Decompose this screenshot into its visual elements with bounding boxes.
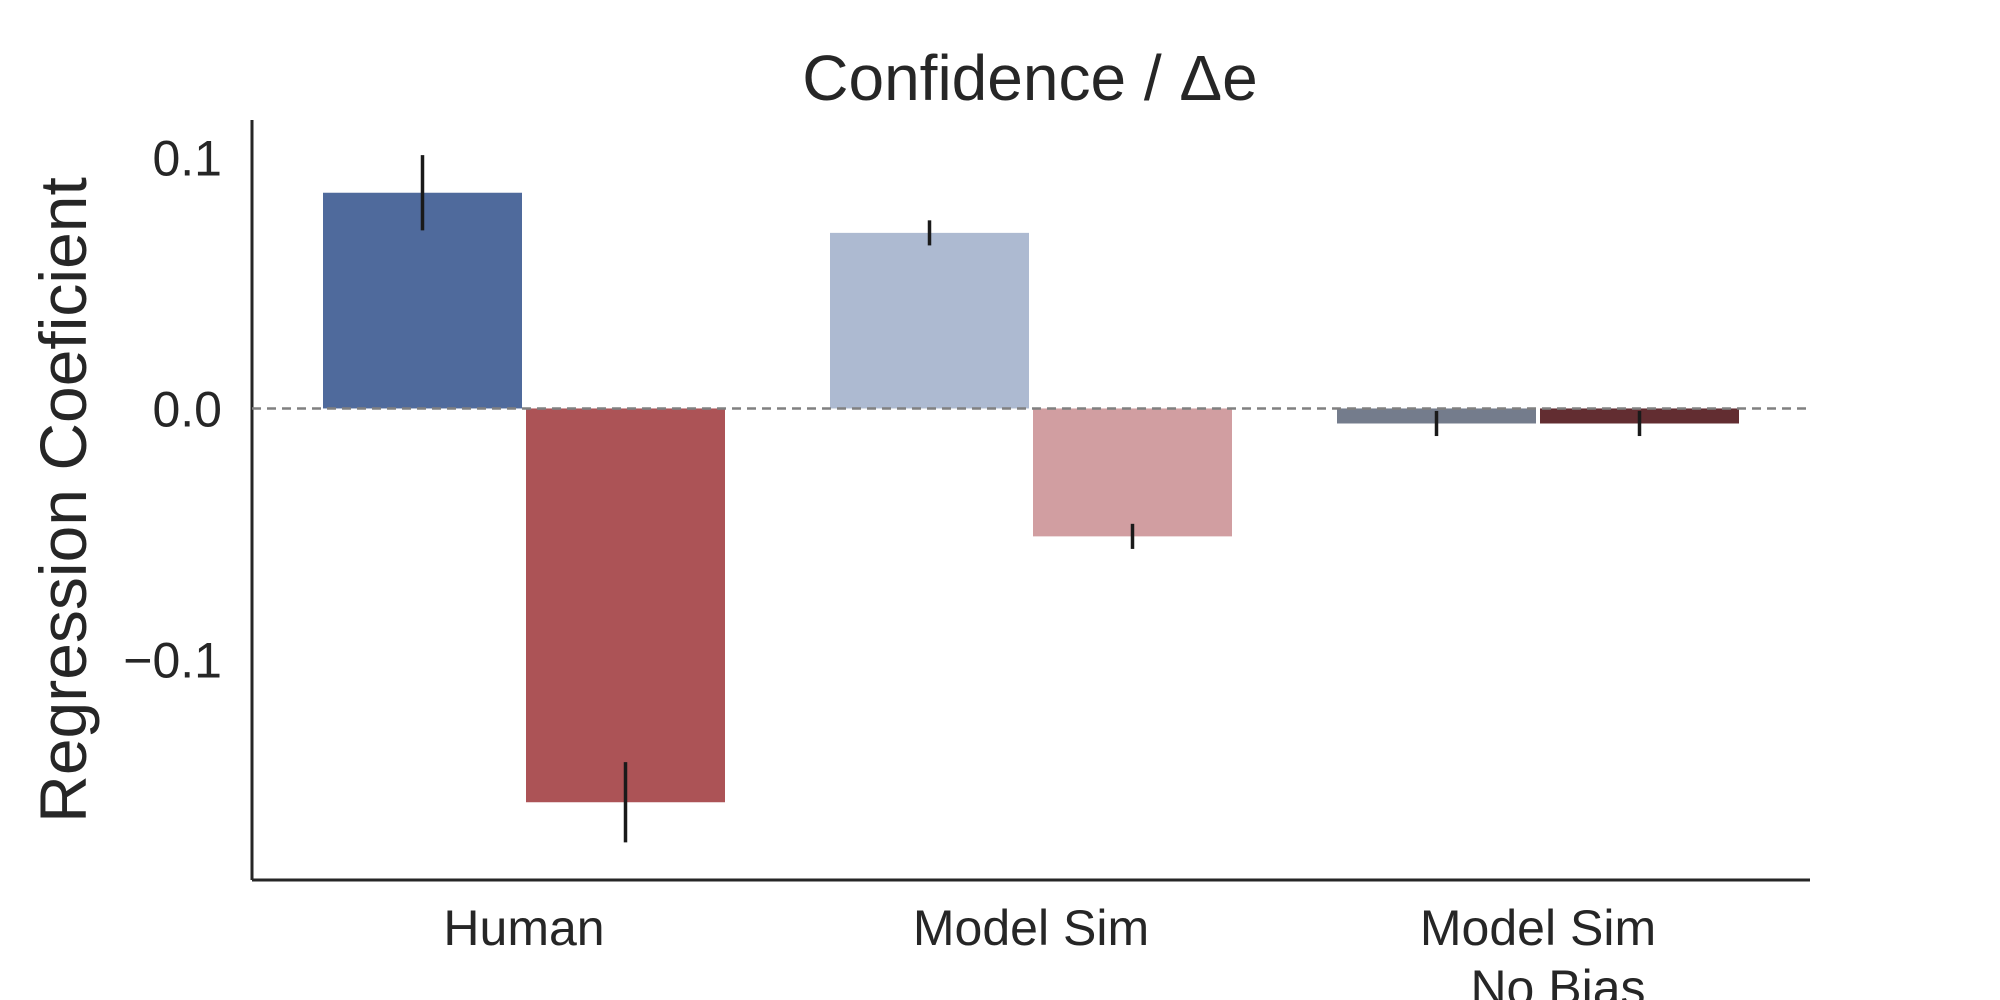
x-tick-label: Human bbox=[443, 900, 604, 956]
x-tick-label: Model Sim bbox=[1420, 900, 1656, 956]
y-axis-label: Regression Coeficient bbox=[26, 177, 100, 823]
y-tick-label: 0.0 bbox=[152, 381, 222, 437]
chart-title: Confidence / Δe bbox=[802, 42, 1257, 114]
y-tick-label: −0.1 bbox=[123, 632, 222, 688]
x-tick-label: No Bias bbox=[1470, 960, 1645, 1000]
y-tick-label: 0.1 bbox=[152, 131, 222, 187]
bar bbox=[830, 232, 1029, 409]
bar bbox=[1033, 408, 1232, 537]
bar bbox=[526, 408, 725, 803]
x-tick-label: Model Sim bbox=[913, 900, 1149, 956]
